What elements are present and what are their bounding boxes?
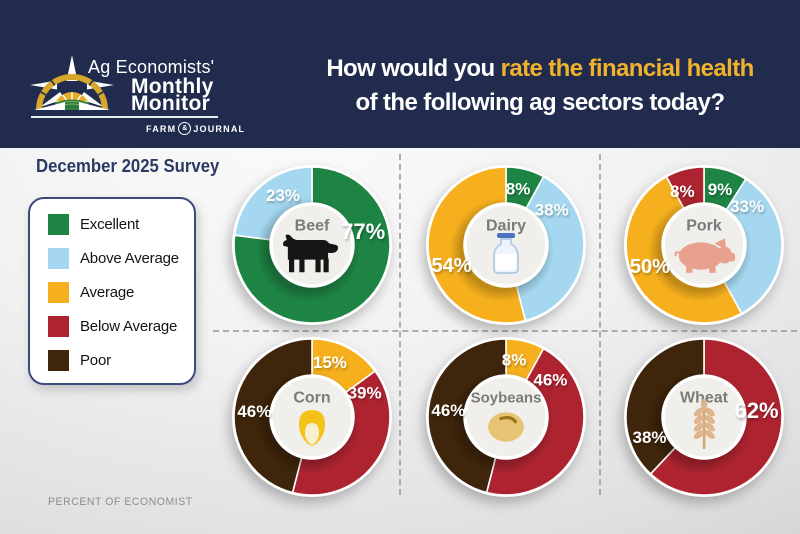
soybean-icon [488, 412, 524, 442]
legend-item-above-average: Above Average [48, 247, 179, 269]
dashed-divider-horizontal [213, 330, 797, 332]
corn-icon [299, 410, 325, 446]
wheat-icon [693, 398, 715, 449]
sector-name-label: Pork [686, 218, 722, 235]
cow-icon [283, 234, 339, 273]
legend-swatch-icon [48, 349, 69, 371]
legend-swatch-icon [48, 213, 69, 235]
percent-label: 62% [735, 398, 779, 423]
percent-label: 50% [630, 256, 670, 278]
percent-label: 77% [341, 219, 385, 244]
beef-donut-chart: Beef 77% 23% [232, 165, 392, 325]
legend-item-average: Average [48, 281, 134, 303]
wheat-donut-chart: Wheat 62% 38% [624, 337, 784, 497]
legend-swatch-icon [48, 247, 69, 269]
percent-label: 39% [348, 383, 382, 402]
percent-label: 8% [502, 351, 527, 370]
percent-label: 8% [506, 179, 531, 198]
legend-swatch-icon [48, 315, 69, 337]
logo-divider [31, 116, 218, 118]
legend-swatch-icon [48, 281, 69, 303]
legend-label: Below Average [80, 317, 178, 335]
percent-label: 46% [533, 371, 567, 390]
percent-label: 8% [670, 182, 695, 201]
compass-sunrise-logo-icon [30, 55, 114, 111]
legend-item-below-average: Below Average [48, 315, 177, 337]
sector-name-label: Soybeans [471, 389, 542, 406]
legend-label: Above Average [80, 249, 179, 267]
milk-bottle-icon [493, 233, 519, 274]
dairy-donut-chart: Dairy 8%38% 54% [426, 165, 586, 325]
percent-label: 38% [632, 428, 666, 447]
corn-donut-cell: Corn 15% 39% 46% [224, 329, 400, 505]
percent-label: 46% [237, 402, 271, 421]
legend-label: Average [80, 283, 135, 301]
dashed-divider-vertical-1 [399, 154, 401, 495]
sector-name-label: Corn [293, 390, 330, 407]
survey-date-label: December 2025 Survey [36, 156, 220, 176]
pig-icon [674, 238, 735, 273]
percent-label: 38% [535, 200, 569, 219]
legend-label: Excellent [80, 215, 140, 233]
soybeans-donut-cell: Soybeans 8% 46% 46% [418, 329, 594, 505]
pork-donut-chart: Pork 9%33% 50% 8% [624, 165, 784, 325]
headline-question: How would you rate the financial health … [288, 52, 792, 120]
legend-item-poor: Poor [48, 349, 111, 371]
legend-label: Poor [80, 351, 111, 369]
farm-journal-brand: FARM & JOURNAL [146, 122, 245, 135]
brand-farm: FARM [146, 123, 177, 134]
logo-line-monitor: Monitor [131, 92, 211, 115]
sector-name-label: Dairy [486, 218, 526, 235]
question-part1: How would you [326, 55, 501, 82]
soybeans-donut-chart: Soybeans 8% 46% 46% [426, 337, 586, 497]
brand-journal: JOURNAL [193, 123, 246, 134]
corn-donut-chart: Corn 15%39% 46% [232, 337, 392, 497]
legend-box: Excellent Above Average Average Below Avera… [28, 197, 196, 385]
pork-donut-cell: Pork 9% 33% 50% 8% [616, 157, 792, 333]
sector-name-label: Wheat [680, 390, 729, 407]
dashed-divider-vertical-2 [599, 154, 601, 495]
ampersand-badge-icon: & [178, 122, 192, 135]
logo-line-monthly: Monthly [131, 75, 214, 98]
question-highlight: rate the financial health [500, 55, 755, 82]
sector-name-label: Beef [295, 218, 330, 235]
footer-note: PERCENT OF ECONOMIST [48, 496, 193, 508]
percent-label: 54% [431, 255, 471, 277]
logo-line-ag-economists: Ag Economists' [88, 57, 215, 77]
question-line2: of the following ag sectors today? [355, 89, 726, 116]
percent-label: 33% [730, 197, 764, 216]
beef-donut-cell: Beef 77% 23% [224, 157, 400, 333]
legend-item-excellent: Excellent [48, 213, 139, 235]
percent-label: 9% [708, 180, 733, 199]
percent-label: 15% [313, 353, 347, 372]
percent-label: 46% [431, 401, 465, 420]
header-band: Ag Economists' Monthly Monitor FARM & JO… [0, 0, 800, 148]
wheat-donut-cell: Wheat 62% 38% [616, 329, 792, 505]
percent-label: 23% [266, 186, 300, 205]
dairy-donut-cell: Dairy 8% 38% 54% [418, 157, 594, 333]
